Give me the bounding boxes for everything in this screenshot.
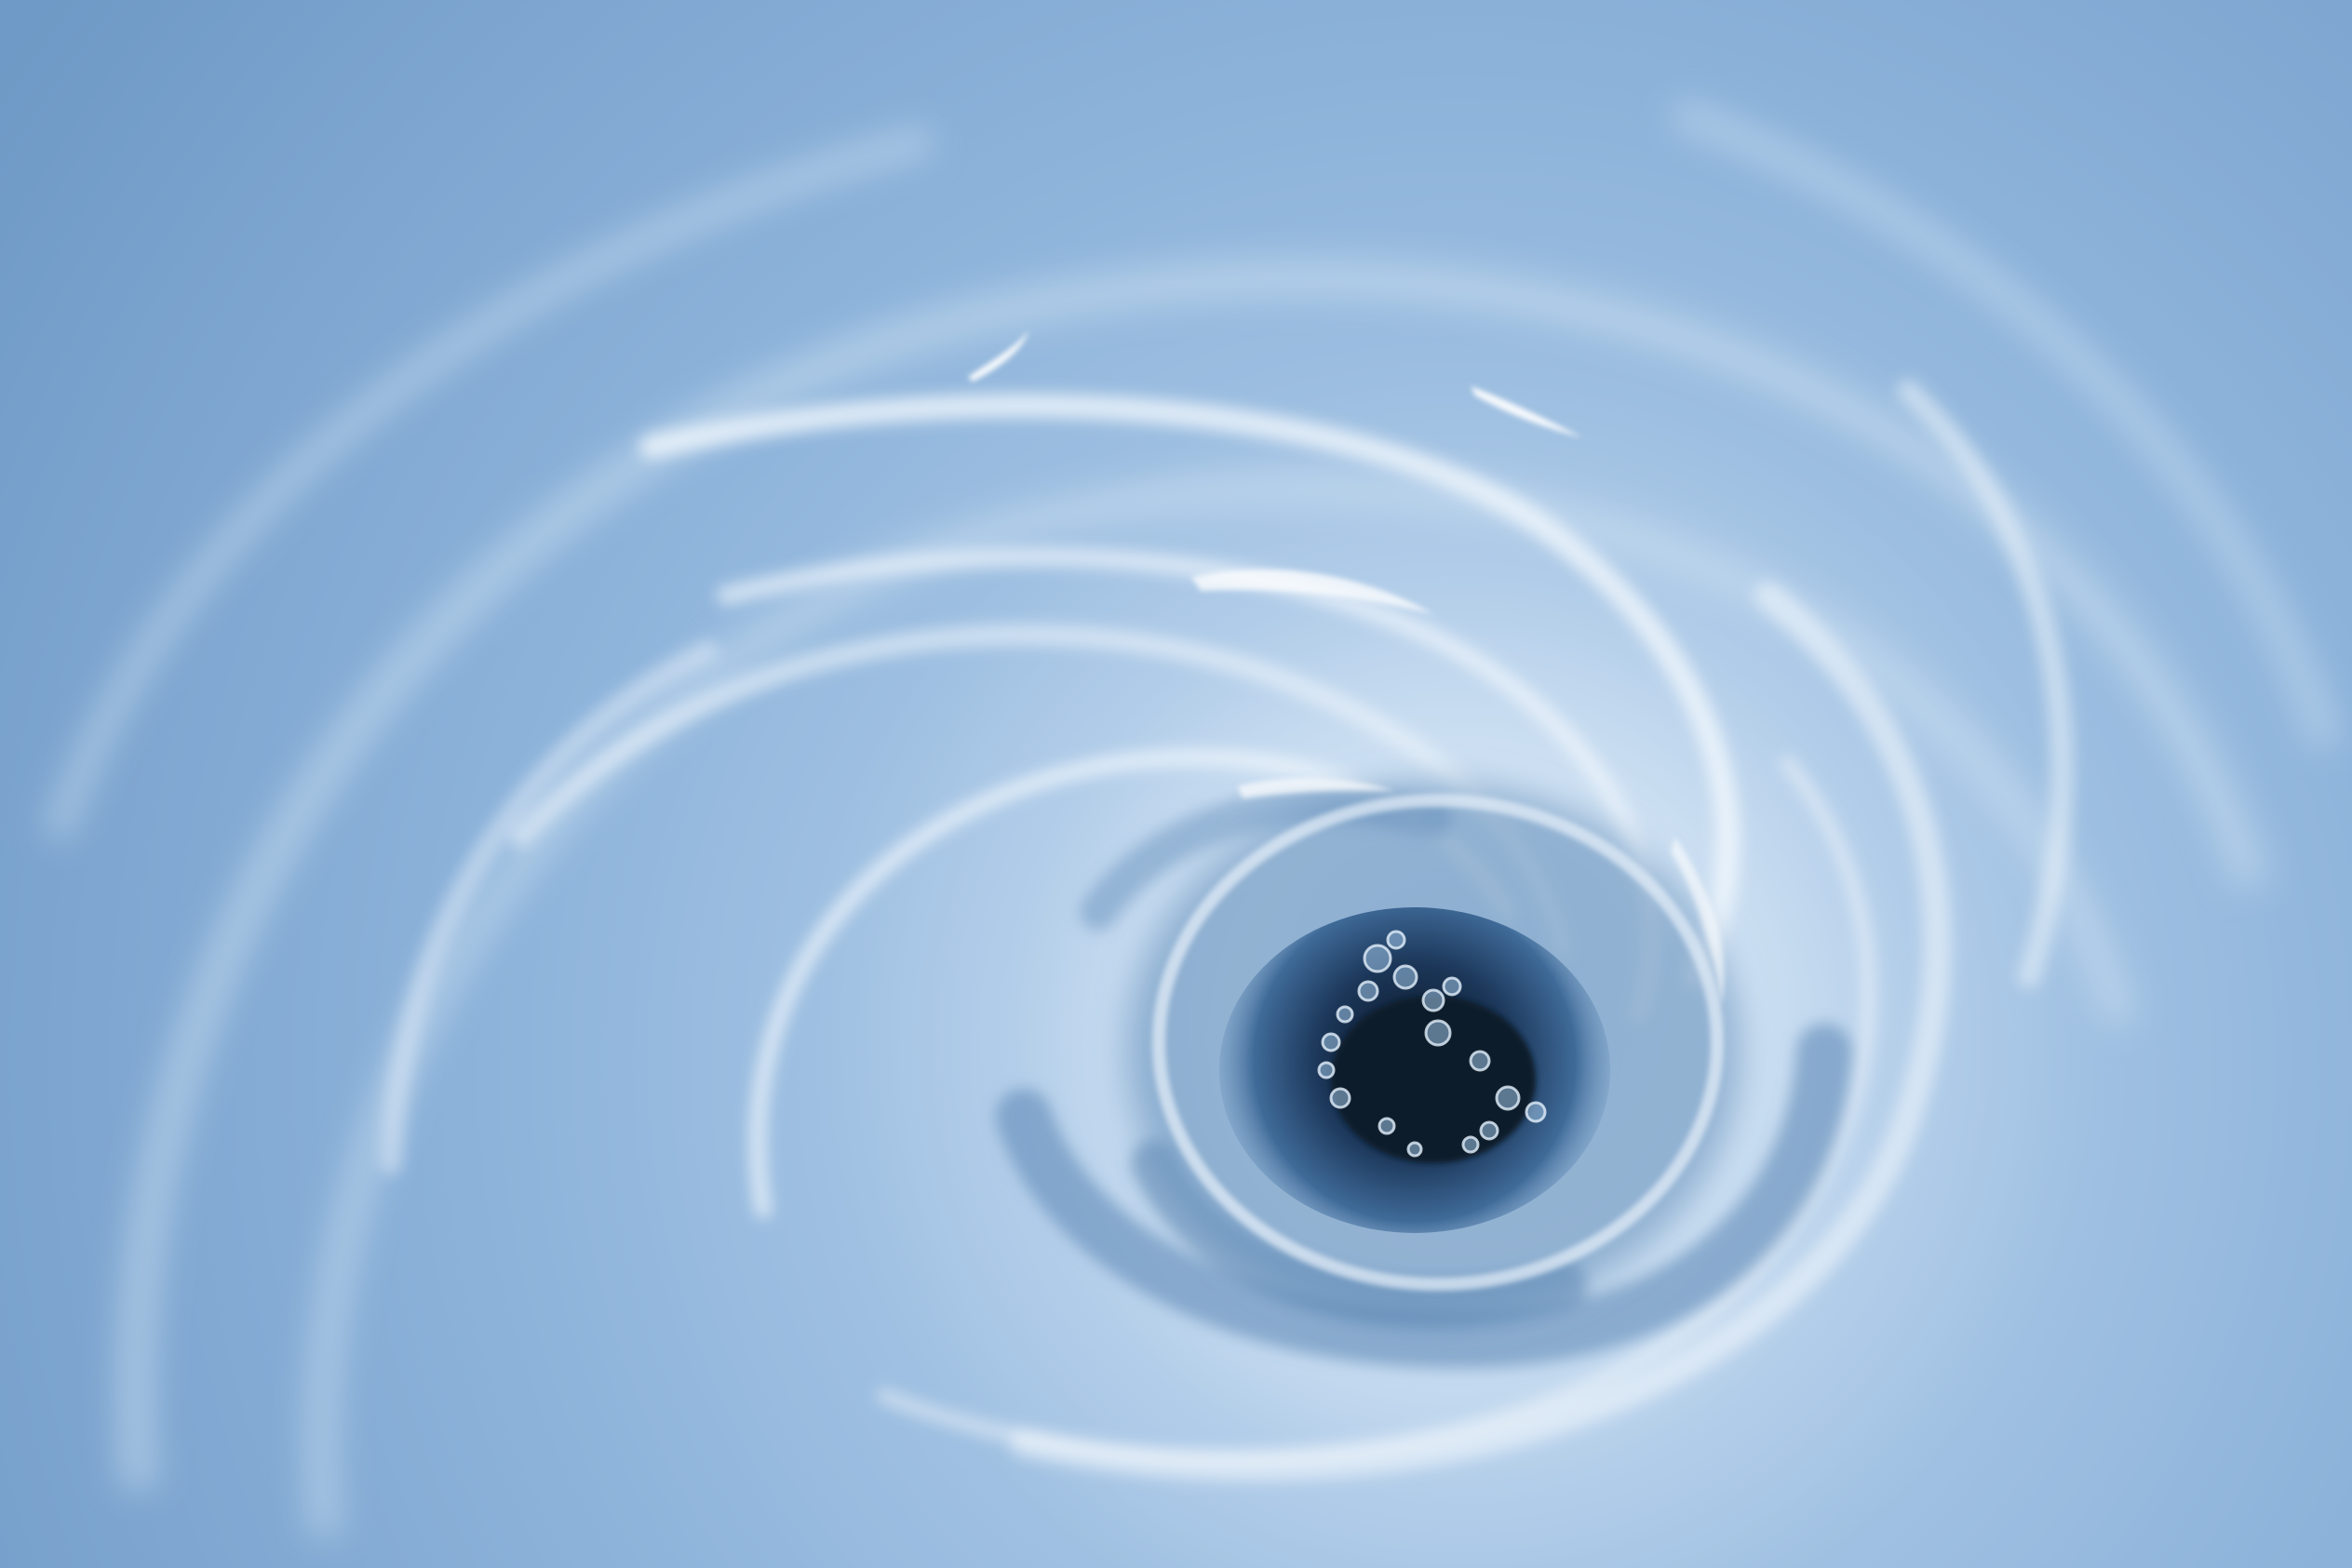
bubble (1469, 1050, 1491, 1072)
highlight-streak (1671, 838, 1725, 1005)
funnel-rim (1152, 794, 1724, 1291)
bubble (1442, 976, 1462, 997)
specular-highlights (968, 330, 1725, 1005)
bubble (1525, 1101, 1547, 1123)
bubble (1329, 1087, 1351, 1109)
bubble (1421, 988, 1445, 1012)
bubble (1378, 1117, 1396, 1135)
air-bubbles (1317, 930, 1547, 1158)
bubble (1357, 980, 1379, 1002)
bubble (1321, 1032, 1341, 1052)
bubble (1317, 1061, 1336, 1079)
highlight-streak (1238, 777, 1396, 798)
bubble (1495, 1085, 1521, 1111)
bubble (1461, 1135, 1480, 1154)
bubble (1363, 944, 1392, 973)
highlight-streak (1191, 570, 1433, 614)
bubble (1424, 1019, 1452, 1047)
bubble (1336, 1005, 1354, 1024)
bubble (1392, 964, 1418, 990)
highlight-streak (968, 330, 1028, 382)
bubble (1386, 930, 1406, 950)
bubble (1406, 1141, 1423, 1158)
bubble (1479, 1120, 1499, 1141)
highlight-streak (1471, 386, 1582, 437)
